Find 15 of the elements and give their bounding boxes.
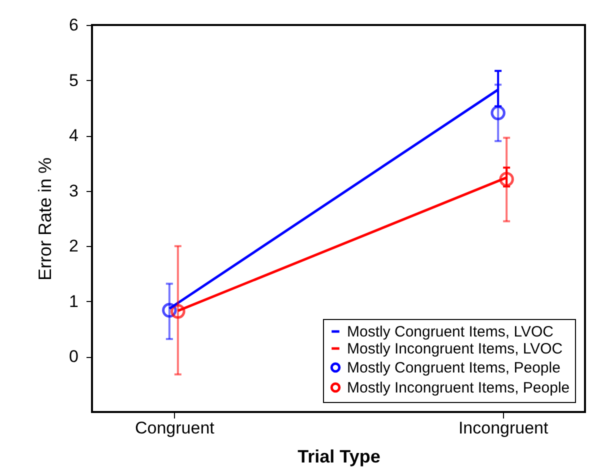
y-tick-label: 6 — [69, 16, 78, 34]
x-tick-label: Incongruent — [458, 418, 548, 438]
legend-label: Mostly Incongruent Items, People — [347, 380, 570, 396]
legend-label: Mostly Incongruent Items, LVOC — [347, 340, 563, 358]
legend-label: Mostly Congruent Items, LVOC — [347, 324, 554, 340]
x-tick-label: Congruent — [134, 418, 215, 438]
y-tick-label: 5 — [69, 70, 78, 90]
y-tick-label: 0 — [69, 347, 78, 366]
y-tick-label: 1 — [69, 292, 78, 311]
y-axis-title: Error Rate in % — [35, 157, 56, 281]
y-tick-label: 2 — [69, 236, 78, 256]
x-axis-title: Trial Type — [298, 446, 380, 466]
y-tick-label: 4 — [69, 126, 78, 146]
legend-label: Mostly Congruent Items, People — [347, 360, 560, 376]
y-tick-label: 3 — [69, 181, 78, 200]
